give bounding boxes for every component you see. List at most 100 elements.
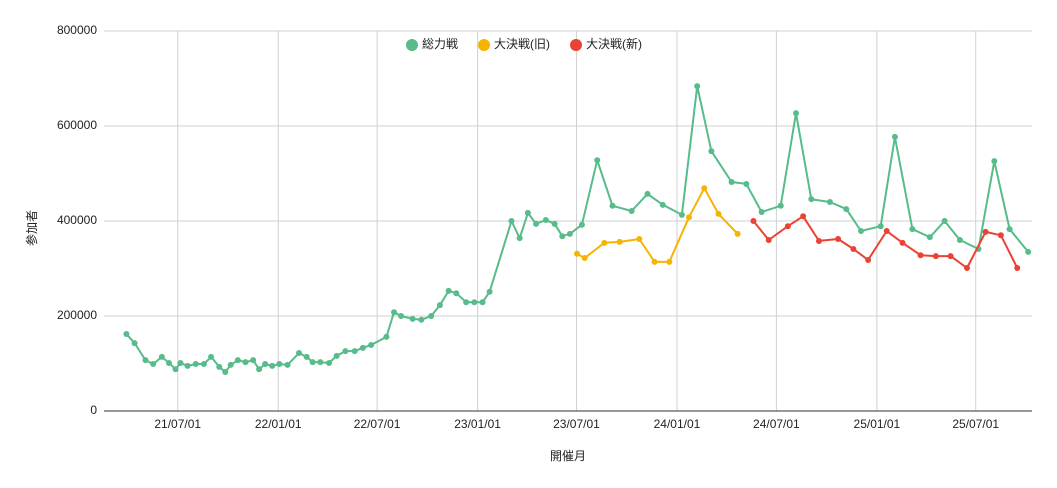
data-point: [659, 201, 666, 208]
data-point: [651, 258, 658, 265]
data-point: [284, 361, 291, 368]
data-point: [309, 359, 316, 366]
y-axis-title: 参加者: [24, 210, 39, 246]
data-point: [793, 110, 800, 117]
data-point: [666, 258, 673, 265]
data-point: [1006, 226, 1013, 233]
data-point: [479, 299, 486, 306]
x-tick-label: 23/07/01: [553, 417, 600, 431]
data-point: [609, 202, 616, 209]
data-point: [428, 313, 435, 319]
x-axis-title: 開催月: [550, 449, 586, 463]
data-point: [865, 256, 872, 263]
data-point: [542, 217, 549, 224]
data-point: [808, 196, 815, 203]
data-point: [616, 238, 623, 245]
legend-label: 大決戦(旧): [494, 37, 550, 51]
data-point: [192, 360, 199, 367]
x-tick-label: 24/01/01: [654, 417, 701, 431]
data-point: [1014, 265, 1021, 272]
data-point: [242, 359, 249, 366]
data-point: [131, 340, 138, 347]
data-point: [295, 350, 302, 357]
data-point: [262, 360, 269, 367]
x-tick-label: 22/07/01: [354, 417, 401, 431]
data-point: [883, 227, 890, 234]
data-point: [409, 315, 416, 322]
data-point: [909, 226, 916, 233]
series-line: [125, 85, 1029, 374]
data-point: [574, 250, 581, 257]
y-tick-label: 0: [90, 403, 97, 417]
legend-marker: [570, 39, 583, 51]
data-point: [463, 299, 470, 306]
data-point: [383, 333, 390, 340]
data-point: [715, 210, 722, 217]
data-point: [227, 361, 234, 368]
data-point: [581, 255, 588, 262]
data-point: [765, 237, 772, 243]
data-point: [256, 366, 263, 373]
y-tick-label: 200000: [57, 308, 97, 322]
data-point: [269, 362, 276, 369]
data-point: [701, 185, 708, 192]
data-point: [208, 353, 215, 360]
x-tick-label: 22/01/01: [255, 417, 302, 431]
data-point: [777, 202, 784, 209]
y-tick-label: 800000: [57, 23, 97, 37]
data-point: [758, 208, 765, 215]
data-point: [843, 206, 850, 213]
data-point: [445, 287, 452, 294]
data-point: [750, 218, 757, 224]
data-point: [578, 221, 585, 228]
data-point: [728, 179, 735, 186]
data-point: [177, 360, 184, 367]
data-point: [418, 316, 425, 323]
data-point: [471, 299, 478, 306]
data-point: [216, 363, 223, 370]
data-point: [165, 360, 172, 367]
x-tick-label: 23/01/01: [454, 417, 501, 431]
data-point: [333, 352, 340, 359]
legend-label: 総力戦: [422, 37, 458, 51]
data-point: [850, 246, 857, 253]
data-point: [551, 220, 558, 227]
data-point: [917, 252, 924, 259]
data-point: [1025, 248, 1032, 255]
data-point: [644, 190, 651, 197]
data-point: [436, 302, 443, 309]
data-point: [743, 180, 750, 187]
data-point: [932, 253, 939, 260]
data-point: [601, 239, 608, 246]
data-point: [123, 331, 130, 338]
legend: 総力戦 大決戦(旧) 大決戦(新): [405, 36, 642, 51]
data-point: [222, 369, 229, 376]
data-point: [342, 348, 349, 355]
data-point: [184, 362, 191, 369]
x-tick-label: 25/07/01: [952, 417, 999, 431]
data-point: [533, 220, 540, 227]
data-point: [947, 253, 954, 260]
data-point: [391, 309, 398, 316]
data-point: [858, 227, 865, 234]
data-point: [941, 218, 948, 224]
data-point: [172, 366, 179, 373]
data-point: [815, 237, 822, 244]
data-point: [524, 209, 531, 216]
data-point: [158, 353, 165, 360]
data-point: [982, 228, 989, 235]
data-point: [250, 357, 257, 364]
data-point: [359, 344, 366, 351]
data-point: [694, 83, 701, 90]
data-point: [628, 208, 635, 215]
data-point: [398, 313, 405, 319]
data-point: [303, 353, 310, 360]
data-point: [594, 157, 601, 164]
data-point: [234, 357, 241, 364]
x-tick-label: 24/07/01: [753, 417, 800, 431]
data-point: [516, 235, 523, 242]
data-point: [964, 265, 971, 272]
data-point: [784, 223, 791, 230]
